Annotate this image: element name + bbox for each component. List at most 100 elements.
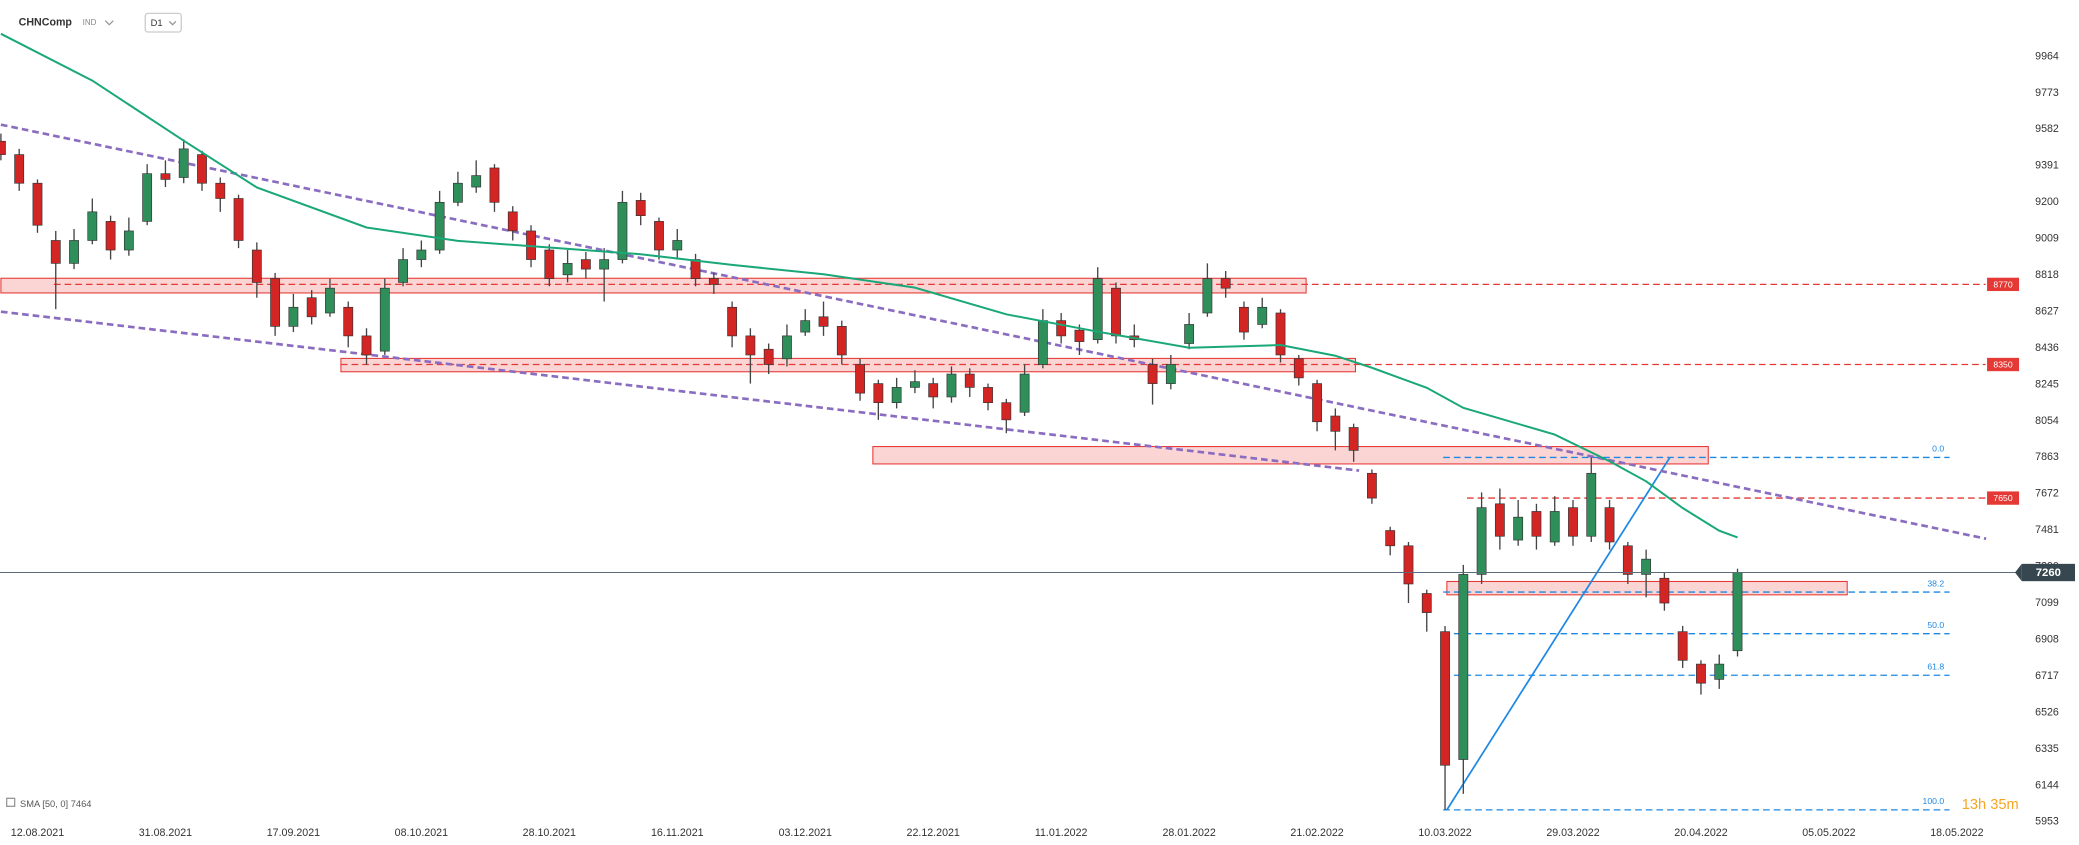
candle-body (873, 383, 884, 404)
candle-body (105, 221, 116, 251)
candle-body (983, 387, 993, 404)
candle-body (1641, 558, 1652, 575)
candle-body (1220, 278, 1231, 289)
symbol-caret[interactable] (104, 20, 114, 26)
y-tick-label: 9009 (2035, 233, 2059, 245)
sma-line (0, 32, 1738, 539)
timeframe-caret[interactable] (168, 20, 177, 26)
candle-body (306, 297, 317, 318)
sma-value: 7464 (71, 799, 92, 809)
candle-body (836, 326, 847, 356)
candle-body (1440, 631, 1450, 766)
symbol[interactable]: CHNComp (19, 17, 73, 29)
candle-body (507, 211, 518, 232)
zone (872, 446, 1709, 465)
level-label: 8770 (1993, 279, 2012, 289)
candle-body (1732, 572, 1743, 652)
candle-body (891, 387, 902, 404)
candle-body (0, 140, 6, 155)
channel-line (0, 123, 1987, 541)
level-label-box (1987, 277, 2020, 292)
candle-body (782, 335, 792, 360)
candle-body (142, 173, 153, 222)
candle-body (818, 316, 829, 327)
candle-body (379, 287, 390, 352)
candle-body (1586, 472, 1597, 537)
candle-body (1458, 574, 1469, 760)
candle-body (964, 373, 975, 388)
candle-body (1714, 663, 1725, 680)
candle-body (1549, 511, 1560, 543)
x-tick-label: 28.01.2022 (1162, 827, 1215, 839)
candle-body (1367, 472, 1377, 499)
fib-label: 100.0 (1923, 796, 1945, 806)
candle-body (562, 263, 573, 276)
sma-name: SMA [50, 0] (20, 799, 68, 809)
candle-body (215, 182, 226, 199)
candle-body (708, 278, 719, 285)
y-tick-label: 9391 (2035, 160, 2059, 172)
x-tick-label: 29.03.2022 (1546, 827, 1599, 839)
candle-body (1476, 507, 1487, 575)
candle-body (343, 306, 354, 337)
candle-body (855, 364, 865, 394)
y-tick-label: 9582 (2035, 123, 2059, 135)
candle-body (123, 230, 134, 251)
y-tick-label: 9964 (2035, 50, 2059, 62)
level-label: 7650 (1993, 493, 2012, 503)
x-tick-label: 10.03.2022 (1418, 827, 1471, 839)
candle-body (1001, 402, 1012, 421)
fib-label: 50.0 (1927, 620, 1944, 630)
candle-body (453, 182, 463, 203)
candle-body (1239, 306, 1249, 333)
last-price-label: 7260 (2036, 567, 2061, 579)
candle-body (1111, 287, 1121, 337)
fib-label: 38.2 (1927, 578, 1944, 588)
x-tick-label: 05.05.2022 (1802, 827, 1855, 839)
candle-body (1184, 324, 1195, 344)
candle-body (325, 287, 335, 314)
candle-body (1348, 427, 1359, 451)
instrument-type: IND (83, 18, 97, 27)
timeframe[interactable]: D1 (151, 18, 163, 28)
fib-label: 0.0 (1932, 444, 1944, 454)
candle-body (1019, 373, 1030, 413)
candle-body (1037, 320, 1048, 365)
candle-body (1165, 364, 1176, 384)
candle-body (928, 383, 939, 398)
candle-body (1257, 306, 1268, 325)
candle-body (690, 259, 701, 279)
candle-body (727, 306, 738, 337)
candle-body (1494, 503, 1505, 537)
timeframe-select[interactable] (144, 12, 182, 33)
candle-body (251, 249, 262, 283)
candle-body (654, 221, 664, 251)
candle-body (233, 198, 244, 241)
candle-body (50, 240, 61, 264)
y-tick-label: 6144 (2035, 779, 2059, 791)
candle-body (1147, 364, 1158, 384)
candle-body (32, 182, 43, 226)
last-price-box (2021, 563, 2076, 582)
candle-body (197, 154, 207, 184)
sma-legend: SMA [50, 0] 7464 (20, 799, 91, 809)
candle-body (745, 335, 756, 356)
y-tick-label: 5953 (2035, 816, 2059, 828)
candle-body (434, 201, 445, 251)
sma-icon[interactable] (5, 797, 16, 807)
candle-body (1312, 383, 1322, 423)
y-tick-label: 8054 (2035, 415, 2059, 427)
x-tick-label: 08.10.2021 (395, 827, 448, 839)
candle-body (599, 259, 610, 270)
plot: 8770 8350 7650 0.0 38.2 50.0 61.8 100.0 9964 9773… (0, 32, 2076, 839)
y-tick-label: 7481 (2035, 524, 2059, 536)
candle-body (398, 259, 408, 283)
level-label-box (1987, 357, 2020, 372)
y-tick-label: 8245 (2035, 378, 2059, 390)
x-tick-label: 16.11.2021 (651, 827, 704, 839)
candle-body (1531, 511, 1542, 537)
x-tick-label: 31.08.2021 (139, 827, 192, 839)
candle-body (160, 173, 171, 180)
zone (1446, 580, 1848, 596)
